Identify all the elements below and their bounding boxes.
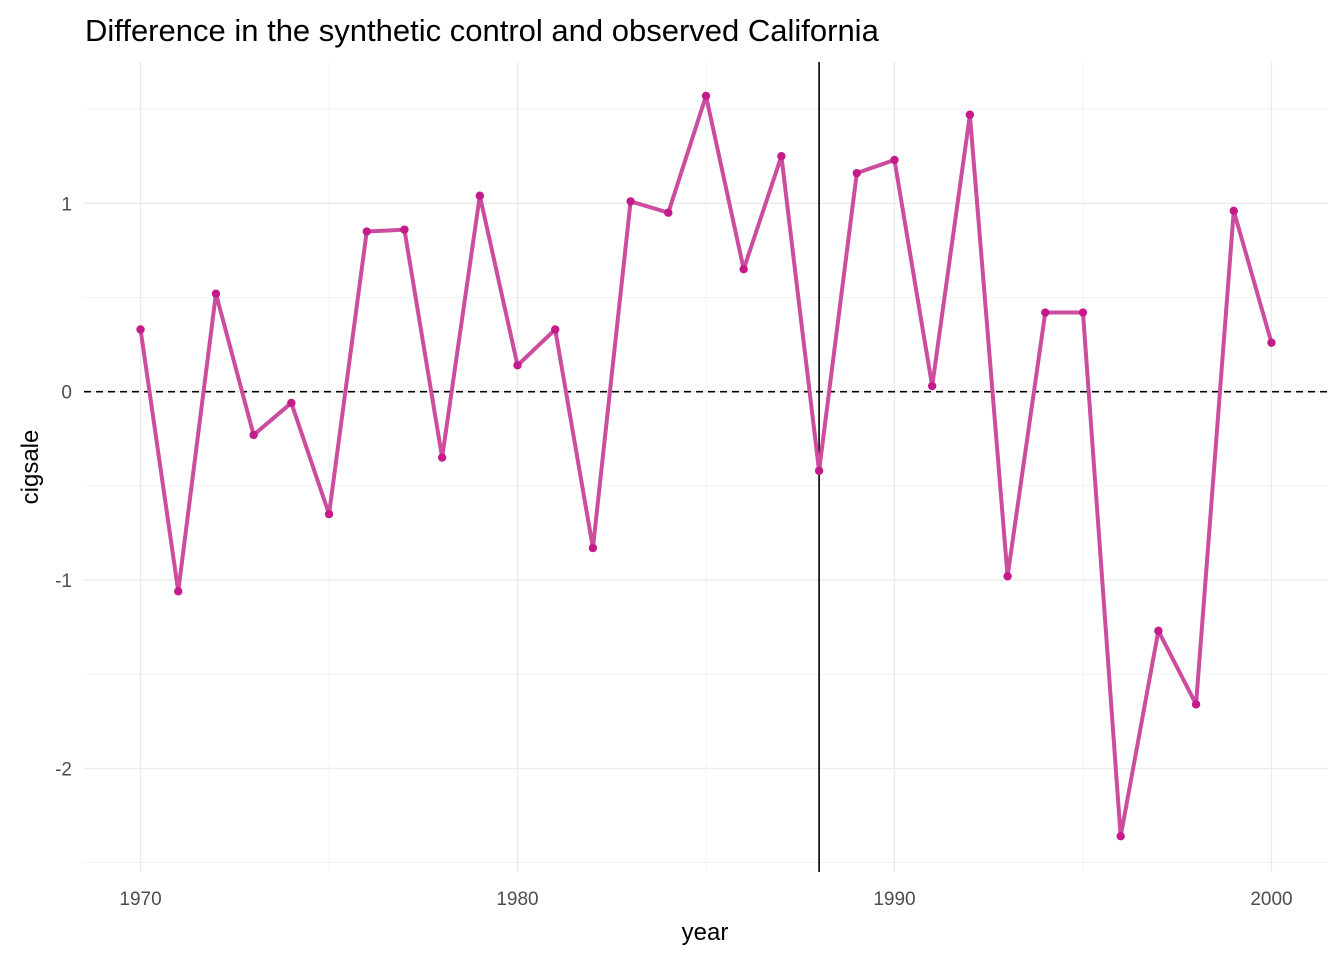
data-point xyxy=(287,398,296,408)
y-tick-label: 1 xyxy=(61,194,72,215)
data-point xyxy=(1003,572,1012,581)
data-point xyxy=(174,587,183,596)
data-point xyxy=(249,430,258,440)
x-axis-ticks: 1970 1980 1990 2000 xyxy=(119,889,1292,910)
chart-title: Difference in the synthetic control and … xyxy=(85,13,880,48)
data-point xyxy=(437,453,447,462)
data-point xyxy=(927,381,937,391)
data-point xyxy=(513,361,522,370)
data-point xyxy=(852,168,861,178)
data-point xyxy=(1041,308,1050,317)
data-point xyxy=(551,325,560,334)
y-axis-title: cigsale xyxy=(17,430,44,505)
data-point xyxy=(1267,338,1276,347)
data-point xyxy=(136,325,145,334)
data-point xyxy=(588,543,598,553)
data-point xyxy=(400,225,409,234)
data-points xyxy=(136,91,1276,841)
y-tick-label: -1 xyxy=(55,571,72,592)
y-tick-label: -2 xyxy=(55,759,72,780)
data-point xyxy=(362,227,371,236)
y-axis-ticks: -2 -1 0 1 xyxy=(55,194,72,780)
x-tick-label: 2000 xyxy=(1250,889,1292,910)
data-point xyxy=(1229,206,1238,216)
data-point xyxy=(701,91,711,101)
grid xyxy=(84,62,1328,872)
data-point xyxy=(1154,626,1163,636)
data-point xyxy=(1116,832,1125,841)
data-point xyxy=(211,289,221,298)
y-tick-label: 0 xyxy=(61,383,72,404)
data-point xyxy=(965,110,975,119)
data-point xyxy=(1191,700,1201,709)
data-point xyxy=(475,191,485,200)
data-point xyxy=(890,155,899,165)
data-point xyxy=(739,265,748,274)
data-point xyxy=(814,466,824,475)
data-point xyxy=(777,151,786,161)
data-point xyxy=(1078,308,1088,317)
x-tick-label: 1980 xyxy=(496,889,538,910)
x-axis-title: year xyxy=(682,919,729,946)
data-point xyxy=(664,208,673,217)
data-point xyxy=(324,509,334,519)
data-point xyxy=(626,197,635,206)
x-tick-label: 1990 xyxy=(873,889,915,910)
x-tick-label: 1970 xyxy=(119,889,161,910)
